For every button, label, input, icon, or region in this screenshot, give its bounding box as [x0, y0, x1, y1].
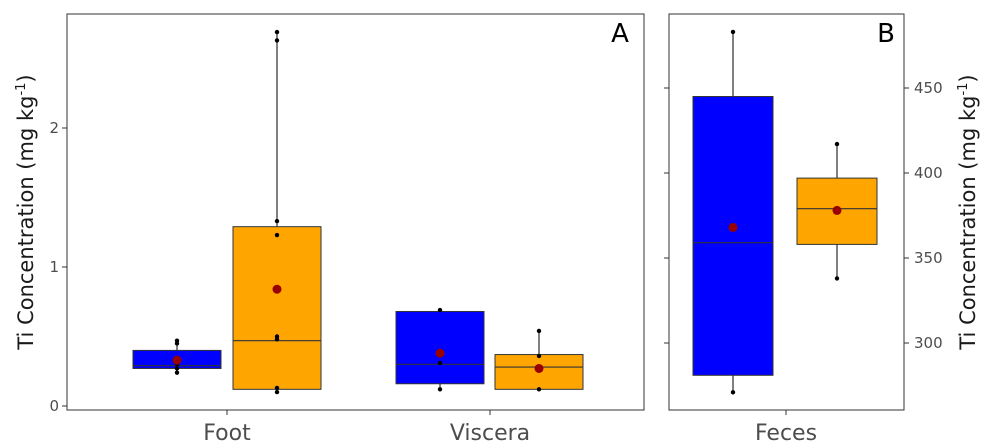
box-iqr — [232, 226, 322, 390]
data-point — [174, 366, 180, 371]
y-tick-label: 450 — [914, 79, 943, 97]
panel-a-frame — [66, 13, 645, 411]
data-point — [536, 328, 542, 334]
data-point — [274, 334, 280, 339]
panel-b-boxes — [692, 29, 878, 395]
box-iqr — [692, 96, 774, 376]
data-point — [437, 360, 443, 366]
data-point — [730, 390, 736, 395]
data-point — [536, 353, 542, 359]
mean-marker — [832, 205, 842, 215]
mean-marker — [272, 284, 282, 294]
y-tick-label: 0 — [49, 397, 59, 415]
data-point — [174, 370, 180, 375]
panel-b-x-tick-labels: Feces — [755, 410, 817, 445]
box-group-viscera-blue — [395, 307, 485, 392]
mean-marker — [172, 355, 182, 365]
data-point — [437, 307, 443, 313]
data-point — [274, 385, 280, 391]
panel-a-tag: A — [611, 19, 629, 49]
panel-a: A 0 1 2 Foot Viscera Ti Concentration (mg k… — [14, 13, 645, 445]
data-point — [536, 387, 542, 392]
data-point — [730, 29, 736, 35]
mean-marker — [534, 363, 544, 373]
data-point — [174, 338, 180, 343]
box-group-feces-orange — [796, 141, 878, 281]
panel-b-y-axis-title: Ti Concentration (mg kg-1) — [956, 74, 980, 350]
data-point — [274, 232, 280, 238]
x-category-label: Foot — [203, 421, 251, 445]
panel-b: B 300 350 400 450 Feces Ti Concentration (m… — [664, 13, 980, 445]
box-group-foot-orange — [232, 29, 322, 395]
panel-a-x-tick-labels: Foot Viscera — [203, 410, 530, 445]
box-group-feces-blue — [692, 29, 774, 395]
panel-b-y-tick-labels: 300 350 400 450 — [664, 79, 943, 352]
panel-a-boxes — [132, 29, 584, 395]
box-group-viscera-orange — [494, 328, 584, 392]
mean-marker — [435, 348, 445, 358]
y-tick-label: 1 — [49, 258, 59, 276]
data-point — [274, 218, 280, 224]
y-tick-label: 2 — [49, 119, 59, 137]
data-point — [274, 389, 280, 395]
box-iqr — [395, 310, 485, 385]
data-point — [274, 38, 280, 43]
y-tick-label: 400 — [914, 164, 943, 182]
data-point — [834, 141, 840, 147]
y-tick-label: 300 — [914, 334, 943, 352]
y-tick-label: 350 — [914, 249, 943, 267]
x-category-label: Viscera — [450, 421, 530, 445]
data-point — [274, 29, 280, 35]
x-category-label: Feces — [755, 421, 817, 445]
data-point — [437, 387, 443, 392]
panel-b-tag: B — [877, 19, 895, 49]
panel-a-y-tick-labels: 0 1 2 — [49, 119, 67, 415]
box-group-foot-blue — [132, 338, 222, 375]
panel-a-y-axis-title: Ti Concentration (mg kg-1) — [14, 74, 38, 350]
data-point — [834, 276, 840, 281]
mean-marker — [728, 222, 738, 232]
